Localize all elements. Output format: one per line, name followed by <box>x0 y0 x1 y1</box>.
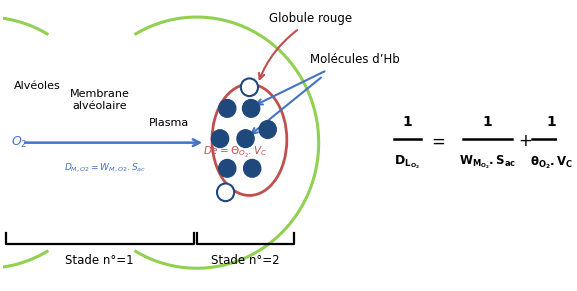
Text: $O_2$: $O_2$ <box>11 135 28 150</box>
Text: $\mathbf{1}$: $\mathbf{1}$ <box>402 115 413 129</box>
Text: $\mathbf{1}$: $\mathbf{1}$ <box>482 115 493 129</box>
Circle shape <box>259 121 276 138</box>
Circle shape <box>219 100 236 117</box>
Text: Molécules d’Hb: Molécules d’Hb <box>310 53 400 66</box>
Text: Plasma: Plasma <box>149 118 189 128</box>
Circle shape <box>219 159 236 177</box>
Circle shape <box>242 100 260 117</box>
Text: Globule rouge: Globule rouge <box>269 12 352 25</box>
Text: $\mathbf{1}$: $\mathbf{1}$ <box>546 115 557 129</box>
Circle shape <box>241 78 258 96</box>
Circle shape <box>237 130 254 148</box>
Text: $=$: $=$ <box>428 132 445 150</box>
Text: Stade n°=1: Stade n°=1 <box>65 254 134 267</box>
Text: $\mathbf{W_{M_{O_2}}.S_{ac}}$: $\mathbf{W_{M_{O_2}}.S_{ac}}$ <box>459 154 516 171</box>
Circle shape <box>211 130 228 148</box>
Text: $\mathbf{\theta_{O_2}.V_C}$: $\mathbf{\theta_{O_2}.V_C}$ <box>530 154 573 171</box>
Text: Stade n°=2: Stade n°=2 <box>211 254 280 267</box>
Circle shape <box>217 183 234 201</box>
Text: Alvéoles: Alvéoles <box>14 81 61 91</box>
Circle shape <box>243 159 261 177</box>
Text: $D_{M,O2}=W_{M,O2}.S_{ac}$: $D_{M,O2}=W_{M,O2}.S_{ac}$ <box>64 162 147 175</box>
Text: $\mathbf{D_{L_{O_2}}}$: $\mathbf{D_{L_{O_2}}}$ <box>394 154 421 171</box>
Ellipse shape <box>212 84 287 196</box>
Text: $+$: $+$ <box>518 132 533 150</box>
Text: $De=\Theta_{O_2}.V_C$: $De=\Theta_{O_2}.V_C$ <box>204 145 268 160</box>
Text: Membrane
alvéolaire: Membrane alvéolaire <box>70 89 130 111</box>
